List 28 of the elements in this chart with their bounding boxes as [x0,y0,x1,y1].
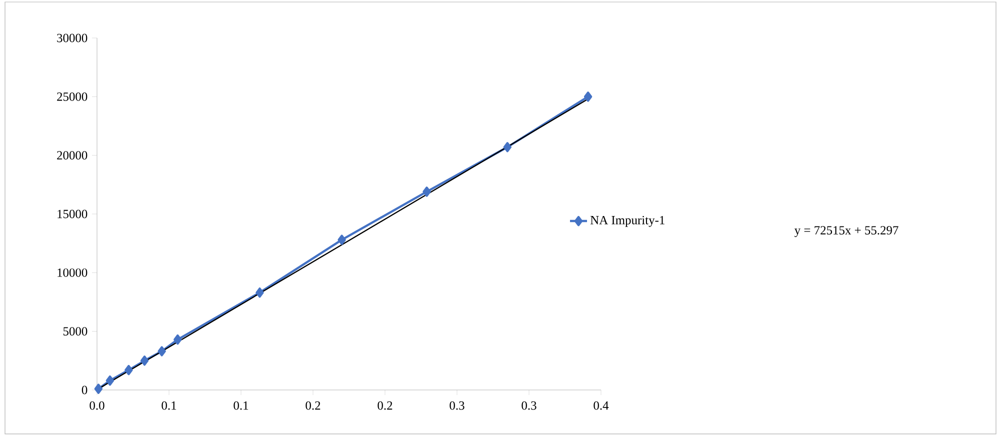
point [256,288,264,298]
x-tick-label: 0.0 [90,401,104,410]
point [422,186,431,197]
point [584,92,592,102]
x-tick-label: 0.3 [450,401,464,410]
text: y = 72515x + 55.297 [794,226,898,238]
x-tick-label: 0.2 [306,401,320,410]
point [94,384,103,394]
y-tick-label: 30000 [57,34,88,42]
x-tick-label: 0.1 [162,401,176,410]
x-tick-label: 0.3 [522,401,536,410]
point [503,142,512,152]
y-tick-label: 15000 [58,210,88,218]
x-tick-label: 0.4 [594,401,609,410]
y-tick-label: 0 [82,386,88,394]
y-tick-label: 5000 [63,327,88,336]
y-tick-label: 20000 [57,151,88,160]
y-tick-label: 25000 [57,92,88,101]
x-tick-label: 0.1 [234,401,248,410]
point [174,334,182,345]
point [124,364,133,376]
x-tick-label: 0.2 [378,401,392,410]
legend-label: NA Impurity-1 [590,216,664,227]
y-tick-label: 10000 [58,268,88,277]
point [158,346,166,356]
point [338,234,346,245]
point [140,356,149,366]
point [106,375,114,386]
